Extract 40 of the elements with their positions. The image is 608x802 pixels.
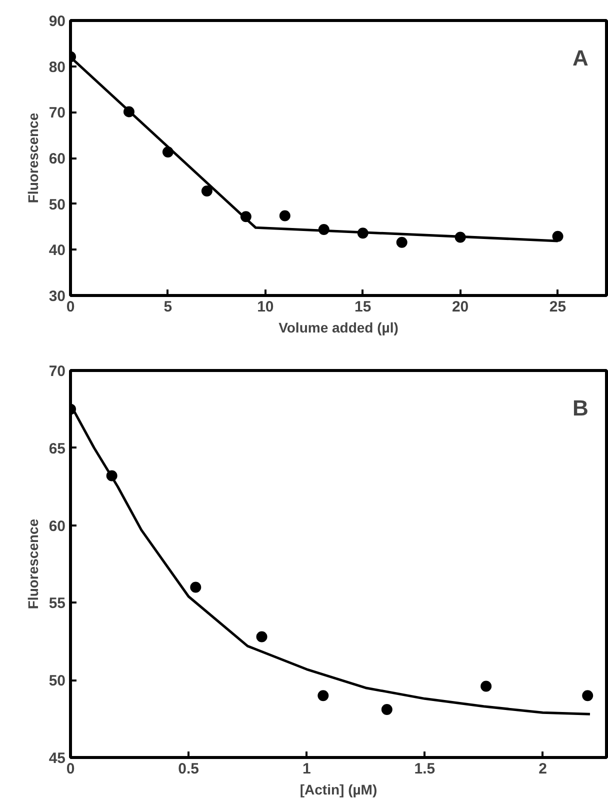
y-tick-label: 50: [48, 672, 66, 690]
x-tick-label: 15: [354, 298, 372, 316]
point: [381, 704, 392, 715]
y-tick-label: 65: [48, 440, 66, 458]
point: [318, 690, 329, 702]
x-tick-label: 0: [66, 298, 75, 316]
y-tick-label: 90: [48, 13, 66, 30]
x-axis-title: Volume added (µl): [278, 320, 398, 336]
x-tick-label: 10: [257, 298, 274, 316]
x-tick-label: 0.5: [178, 760, 199, 778]
annotation: B: [572, 396, 588, 420]
x-tick-label: 20: [452, 298, 469, 316]
point: [279, 210, 290, 222]
y-tick-label: 55: [48, 595, 66, 612]
x-tick-label: 0: [66, 760, 75, 778]
point: [582, 690, 594, 702]
point: [396, 236, 408, 248]
x-tick-label: 25: [549, 298, 566, 316]
y-tick-label: 30: [48, 288, 66, 305]
x-tick-label: 2: [538, 760, 547, 778]
y-tick-label: 80: [48, 58, 66, 76]
y-tick-label: 70: [48, 363, 66, 380]
y-tick-label: 60: [48, 518, 66, 535]
point: [201, 186, 212, 196]
y-tick-label: 60: [48, 150, 66, 168]
x-tick-label: 5: [164, 298, 172, 316]
point: [190, 582, 202, 593]
x-axis-title: [Actin] (µM): [300, 782, 378, 798]
y-tick-label: 50: [48, 196, 66, 214]
y-axis-title: Fluorescence: [24, 112, 41, 204]
y-tick-label: 40: [48, 242, 66, 260]
point: [552, 230, 564, 242]
point: [256, 631, 268, 642]
annotation: A: [572, 46, 588, 70]
y-axis-title: Fluorescence: [24, 518, 41, 610]
point: [480, 680, 492, 692]
y-tick-label: 70: [48, 104, 66, 122]
x-tick-label: 1.5: [414, 760, 436, 778]
y-tick-label: 45: [48, 750, 66, 767]
x-tick-label: 1: [302, 760, 311, 778]
